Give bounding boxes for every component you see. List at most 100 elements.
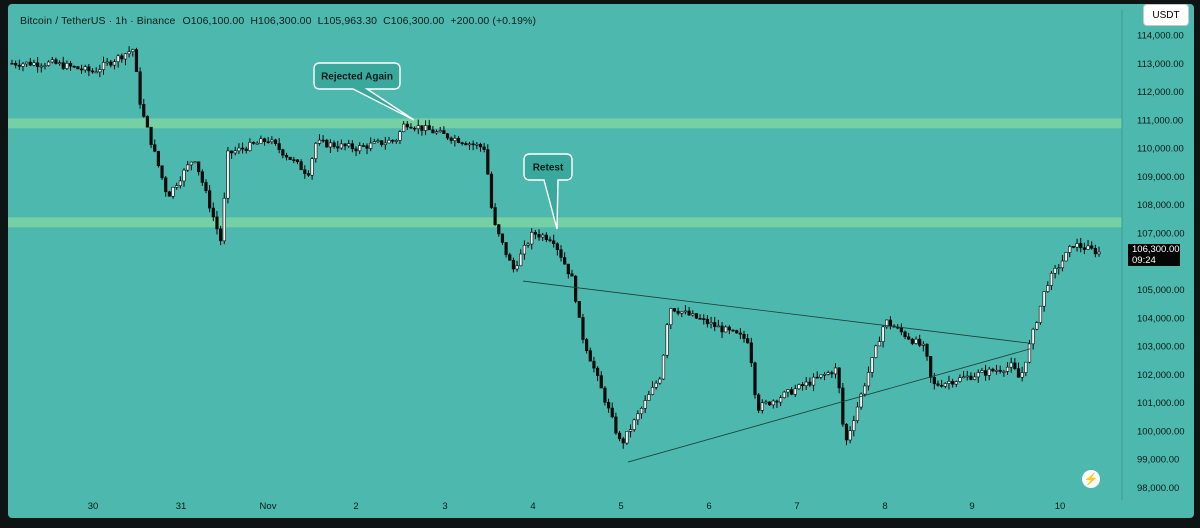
candle-body	[680, 311, 684, 314]
candle-body	[482, 146, 486, 150]
candle-body	[21, 63, 25, 67]
candle-body	[958, 377, 962, 382]
candle-body	[903, 331, 907, 338]
candle-body	[947, 381, 951, 384]
low-value: L105,963.30	[317, 15, 378, 27]
x-tick-label: Nov	[260, 501, 277, 512]
candle-body	[244, 148, 248, 151]
candle-body	[354, 148, 358, 152]
y-tick-label: 99,000.00	[1137, 455, 1179, 466]
candle-body	[526, 243, 530, 246]
candle-body	[647, 394, 651, 401]
candle-body	[658, 378, 662, 384]
candle-body	[79, 68, 84, 71]
candle-body	[727, 326, 731, 331]
candle-body	[951, 381, 955, 385]
candle-body	[493, 207, 497, 225]
candle-body	[1097, 251, 1101, 255]
x-tick-label: 30	[88, 501, 99, 512]
x-tick-label: 3	[442, 501, 447, 512]
candle-body	[204, 182, 208, 191]
candle-body	[910, 338, 914, 344]
candle-body	[365, 145, 369, 149]
candle-body	[211, 207, 215, 218]
candle-body	[1049, 272, 1054, 286]
candle-body	[1060, 260, 1065, 269]
candle-body	[1020, 372, 1024, 378]
candle-body	[186, 164, 190, 171]
candle-body	[189, 161, 193, 166]
candle-body	[972, 376, 977, 380]
candle-body	[793, 388, 797, 395]
candle-body	[1038, 305, 1043, 323]
candle-body	[574, 275, 578, 302]
candle-body	[109, 61, 113, 66]
candle-body	[976, 372, 980, 378]
candle-body	[866, 372, 871, 387]
candle-body	[808, 381, 812, 386]
candle-body	[1071, 246, 1075, 248]
candle-body	[588, 350, 592, 362]
candle-body	[182, 169, 186, 182]
candle-body	[43, 65, 47, 67]
currency-unit-button[interactable]: USDT	[1144, 5, 1188, 25]
candle-body	[281, 149, 285, 156]
candle-body	[994, 369, 999, 372]
x-tick-label: 9	[969, 501, 974, 512]
candle-body	[226, 150, 230, 199]
candle-body	[738, 332, 742, 335]
x-tick-label: 5	[618, 501, 623, 512]
candle-body	[760, 402, 764, 411]
candle-body	[705, 318, 709, 325]
candle-body	[921, 343, 925, 346]
candle-body	[175, 185, 179, 188]
candle-body	[577, 301, 581, 318]
candle-body	[255, 142, 259, 145]
candle-body	[914, 338, 918, 344]
candle-body	[508, 254, 512, 261]
candle-body	[1002, 371, 1006, 373]
candle-body	[325, 139, 329, 148]
candle-body	[39, 65, 43, 68]
candle-body	[467, 143, 472, 146]
candle-body	[394, 140, 398, 142]
candle-body	[742, 333, 746, 339]
candle-body	[749, 342, 753, 364]
candle-body	[50, 59, 54, 63]
open-value: O106,100.00	[182, 15, 245, 27]
candle-body	[391, 139, 395, 142]
candle-body	[998, 369, 1002, 372]
candle-body	[1024, 361, 1028, 373]
candle-body	[522, 245, 526, 255]
candle-body	[804, 381, 808, 386]
candle-body	[581, 317, 585, 340]
candle-body	[46, 61, 51, 66]
candle-body	[753, 362, 757, 396]
candle-body	[310, 158, 314, 176]
candle-body	[208, 190, 212, 209]
candle-body	[837, 367, 841, 389]
candle-body	[830, 372, 834, 375]
candle-body	[500, 233, 505, 243]
y-tick-label: 105,000.00	[1137, 285, 1185, 296]
candle-body	[431, 129, 435, 134]
candle-body	[453, 137, 457, 141]
candle-body	[606, 402, 611, 409]
candle-body	[822, 374, 827, 376]
candle-body	[1082, 247, 1086, 250]
candle-body	[570, 273, 574, 277]
candle-body	[127, 51, 131, 55]
candle-body	[380, 140, 384, 145]
lightning-icon[interactable]: ⚡	[1082, 470, 1100, 488]
candle-body	[376, 140, 380, 142]
candle-body	[1046, 285, 1050, 292]
candle-body	[918, 338, 922, 346]
candle-body	[456, 137, 461, 144]
candle-body	[841, 387, 845, 425]
candle-body	[131, 49, 135, 52]
candle-body	[402, 123, 406, 132]
rejected-again-callout-bubble	[313, 62, 415, 121]
x-tick-label: 8	[882, 501, 887, 512]
candle-body	[270, 139, 274, 143]
